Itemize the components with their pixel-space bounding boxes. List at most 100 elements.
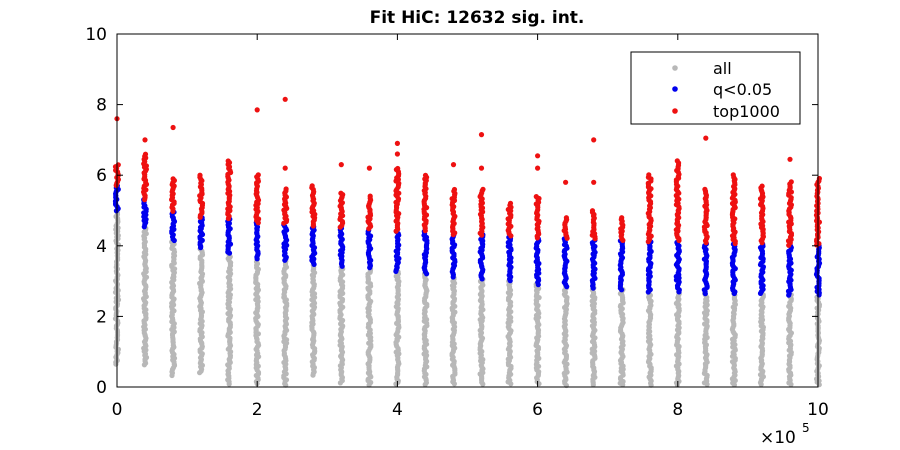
point-q005 xyxy=(254,256,260,262)
point-q005 xyxy=(816,292,822,298)
point-top1000 xyxy=(170,124,176,131)
point-all xyxy=(731,382,738,388)
point-all xyxy=(704,381,710,387)
point-top1000 xyxy=(759,240,765,246)
point-top1000 xyxy=(422,228,428,234)
point-q005 xyxy=(479,276,485,282)
point-top1000 xyxy=(479,232,485,238)
point-top1000 xyxy=(508,233,514,239)
point-q005 xyxy=(450,274,456,280)
point-top1000 xyxy=(591,137,597,143)
point-top1000 xyxy=(703,240,709,246)
legend-label: top1000 xyxy=(713,102,780,121)
point-top1000 xyxy=(450,162,457,168)
point-all xyxy=(141,362,147,368)
point-q005 xyxy=(367,265,373,271)
x-tick-label: 8 xyxy=(672,400,683,420)
point-q005 xyxy=(141,224,147,230)
point-q005 xyxy=(590,285,596,291)
point-top1000 xyxy=(591,179,597,185)
point-top1000 xyxy=(366,165,372,171)
legend-box xyxy=(630,51,801,125)
point-top1000 xyxy=(113,182,119,188)
point-all xyxy=(197,370,203,376)
point-top1000 xyxy=(255,220,261,226)
point-top1000 xyxy=(478,132,485,138)
point-top1000 xyxy=(282,96,288,102)
x-tick-label: 4 xyxy=(392,400,403,420)
point-q005 xyxy=(645,289,651,295)
x-axis-multiplier: ×10 5 xyxy=(760,421,810,448)
point-all xyxy=(226,381,232,387)
point-q005 xyxy=(535,282,541,288)
point-top1000 xyxy=(366,226,372,232)
point-all xyxy=(590,382,596,388)
point-top1000 xyxy=(703,135,709,141)
point-top1000 xyxy=(592,236,598,242)
point-q005 xyxy=(311,261,317,267)
point-all xyxy=(422,381,428,388)
point-q005 xyxy=(424,271,430,277)
axis-ticks: 0 2 4 6 8 10 0 2 4 6 8 10 xyxy=(85,25,828,420)
point-all xyxy=(310,372,316,378)
point-top1000 xyxy=(394,140,400,146)
y-tick-label: 10 xyxy=(85,25,107,45)
point-top1000 xyxy=(535,165,541,171)
point-top1000 xyxy=(787,156,793,162)
y-tick-label: 6 xyxy=(96,166,107,186)
point-q005 xyxy=(393,268,399,274)
legend: all q<0.05 top1000 xyxy=(630,51,801,125)
point-all xyxy=(788,381,794,387)
point-top1000 xyxy=(310,223,316,229)
chart-title: Fit HiC: 12632 sig. int. xyxy=(370,8,585,28)
axes-frame xyxy=(116,33,819,388)
point-top1000 xyxy=(197,214,203,220)
legend-items: all q<0.05 top1000 xyxy=(672,59,780,121)
point-all xyxy=(648,382,654,388)
point-q005 xyxy=(731,290,737,297)
point-top1000 xyxy=(393,228,399,234)
point-top1000 xyxy=(534,235,541,241)
point-all xyxy=(113,361,119,367)
point-all xyxy=(337,380,343,386)
point-q005 xyxy=(507,278,513,284)
y-tick-label: 2 xyxy=(96,307,107,327)
point-q005 xyxy=(619,287,625,293)
y-tick-label: 8 xyxy=(96,96,107,116)
point-top1000 xyxy=(676,237,682,244)
x-multiplier-exponent: 5 xyxy=(802,421,810,435)
point-q005 xyxy=(702,291,708,297)
point-all xyxy=(451,381,457,387)
point-top1000 xyxy=(170,208,176,214)
point-top1000 xyxy=(620,237,626,243)
point-all xyxy=(620,382,626,388)
x-tick-label: 0 xyxy=(112,400,123,420)
x-multiplier-base: ×10 xyxy=(760,428,796,448)
point-q005 xyxy=(564,284,570,290)
point-top1000 xyxy=(394,151,400,157)
point-q005 xyxy=(786,292,792,298)
point-all xyxy=(508,381,514,387)
point-q005 xyxy=(113,208,119,214)
point-top1000 xyxy=(450,232,456,238)
point-top1000 xyxy=(281,220,287,226)
point-top1000 xyxy=(478,165,485,171)
point-q005 xyxy=(226,250,233,256)
x-tick-label: 10 xyxy=(807,400,829,420)
point-q005 xyxy=(676,289,682,295)
point-top1000 xyxy=(563,179,569,185)
legend-marker xyxy=(672,86,678,92)
point-top1000 xyxy=(142,137,148,143)
point-top1000 xyxy=(645,239,651,245)
point-all xyxy=(480,381,486,387)
point-top1000 xyxy=(338,162,344,168)
legend-marker xyxy=(672,108,678,114)
y-tick-label: 4 xyxy=(96,237,107,257)
point-top1000 xyxy=(732,240,738,247)
point-q005 xyxy=(282,257,288,263)
point-q005 xyxy=(198,245,204,251)
x-tick-label: 2 xyxy=(252,400,263,420)
point-top1000 xyxy=(142,197,148,203)
legend-marker xyxy=(672,65,678,71)
point-top1000 xyxy=(337,224,343,230)
